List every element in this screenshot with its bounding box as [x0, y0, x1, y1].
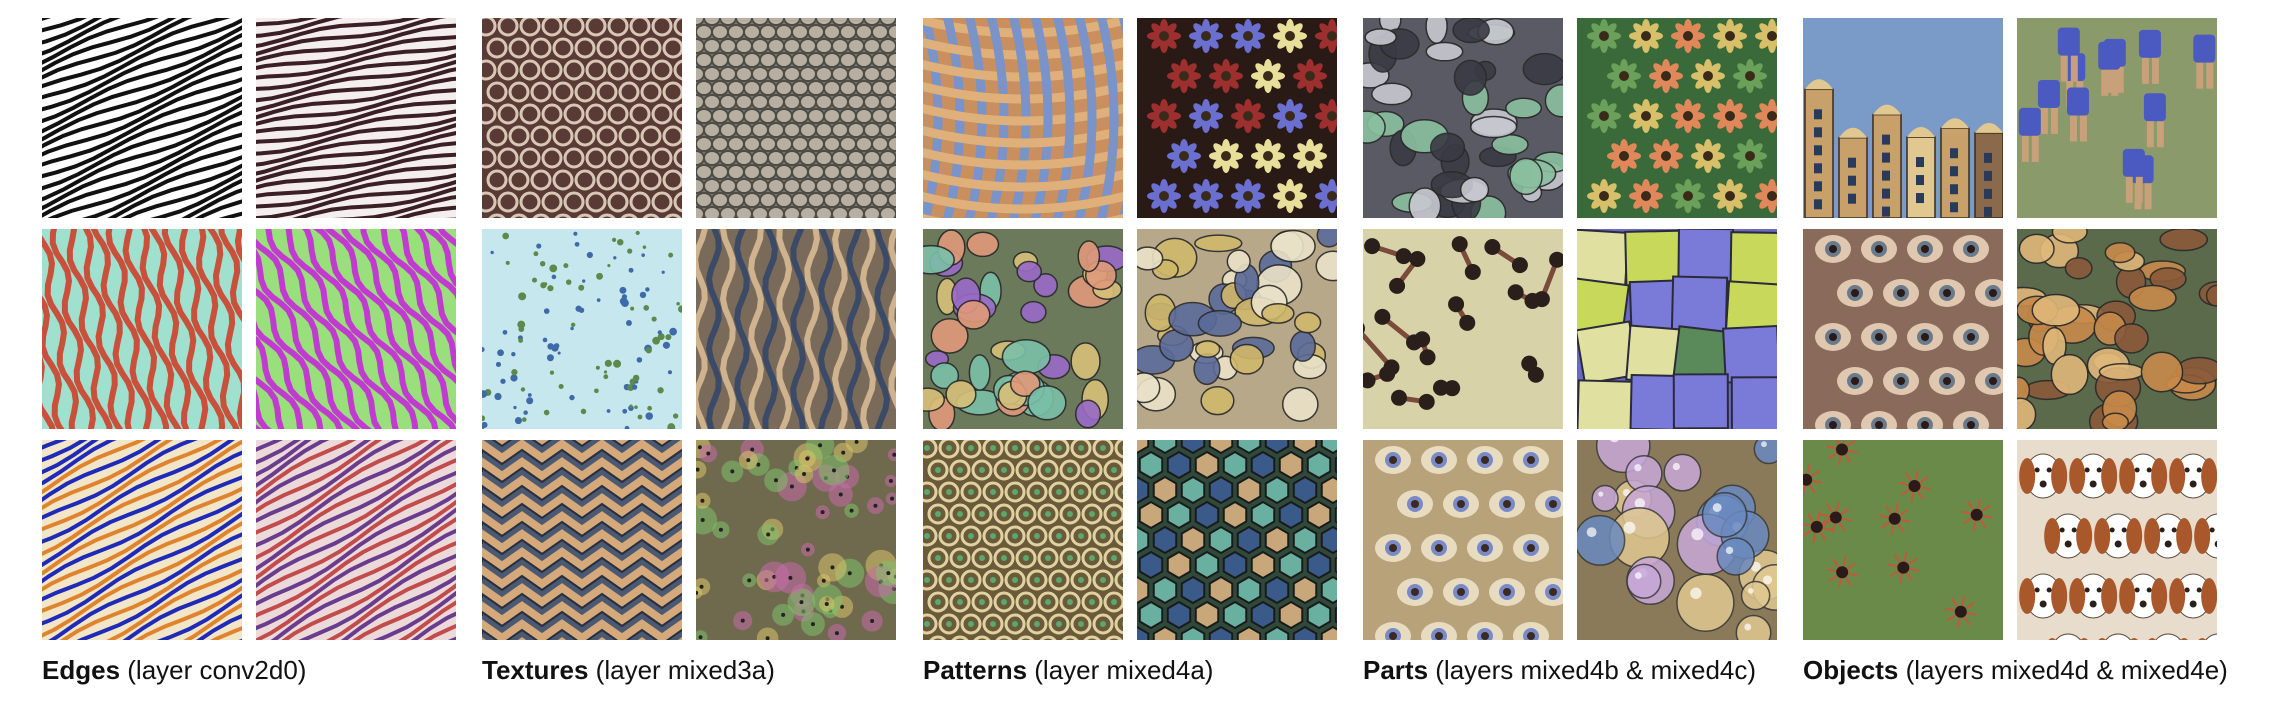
- caption-detail: (layer mixed4a): [1027, 655, 1214, 685]
- caption-detail: (layers mixed4b & mixed4c): [1428, 655, 1757, 685]
- tile-grid: [1803, 18, 2217, 640]
- feature-visualization-image: [1803, 229, 2003, 429]
- feature-visualization-tile: [1363, 229, 1563, 429]
- feature-visualization-image: [1577, 229, 1777, 429]
- group-caption: Parts (layers mixed4b & mixed4c): [1363, 654, 1756, 686]
- feature-visualization-tile: [1803, 18, 2003, 218]
- group-edges: Edges (layer conv2d0): [42, 18, 456, 708]
- feature-visualization-tile: [2017, 18, 2217, 218]
- feature-visualization-tile: [1363, 18, 1563, 218]
- feature-visualization-image: [923, 440, 1123, 640]
- feature-visualization-tile: [1363, 440, 1563, 640]
- group-patterns: Patterns (layer mixed4a): [923, 18, 1337, 708]
- feature-visualization-tile: [696, 18, 896, 218]
- feature-visualization-image: [923, 18, 1123, 218]
- group-caption: Patterns (layer mixed4a): [923, 654, 1213, 686]
- caption-title: Edges: [42, 655, 121, 685]
- tile-grid: [923, 18, 1337, 640]
- feature-visualization-image: [1803, 18, 2003, 218]
- caption-detail: (layer conv2d0): [120, 655, 307, 685]
- group-textures: Textures (layer mixed3a): [482, 18, 896, 708]
- feature-visualization-image: [1363, 440, 1563, 640]
- tile-grid: [482, 18, 896, 640]
- feature-visualization-image: [42, 229, 242, 429]
- feature-visualization-image: [2017, 18, 2217, 218]
- feature-visualization-image: [923, 229, 1123, 429]
- feature-visualization-image: [1363, 18, 1563, 218]
- caption-title: Objects: [1803, 655, 1899, 685]
- feature-visualization-tile: [256, 229, 456, 429]
- feature-visualization-tile: [1803, 229, 2003, 429]
- feature-visualization-tile: [482, 18, 682, 218]
- group-caption: Textures (layer mixed3a): [482, 654, 775, 686]
- feature-visualization-tile: [42, 229, 242, 429]
- feature-visualization-tile: [923, 18, 1123, 218]
- feature-visualization-tile: [696, 229, 896, 429]
- feature-visualization-tile: [2017, 440, 2217, 640]
- feature-visualization-image: [696, 440, 896, 640]
- feature-visualization-tile: [1577, 440, 1777, 640]
- feature-visualization-image: [42, 440, 242, 640]
- group-caption: Objects (layers mixed4d & mixed4e): [1803, 654, 2228, 686]
- feature-visualization-image: [482, 18, 682, 218]
- feature-visualization-image: [696, 18, 896, 218]
- caption-detail: (layer mixed3a): [588, 655, 775, 685]
- feature-visualization-image: [1577, 440, 1777, 640]
- group-parts: Parts (layers mixed4b & mixed4c): [1363, 18, 1777, 708]
- feature-visualization-image: [256, 229, 456, 429]
- feature-visualization-image: [1363, 229, 1563, 429]
- feature-visualization-tile: [256, 440, 456, 640]
- feature-visualization-tile: [1803, 440, 2003, 640]
- caption-detail: (layers mixed4d & mixed4e): [1898, 655, 2228, 685]
- feature-visualization-tile: [1137, 440, 1337, 640]
- feature-visualization-tile: [256, 18, 456, 218]
- feature-visualization-tile: [1137, 18, 1337, 218]
- tile-grid: [1363, 18, 1777, 640]
- feature-visualization-image: [256, 440, 456, 640]
- feature-visualization-image: [2017, 440, 2217, 640]
- feature-visualization-image: [1803, 440, 2003, 640]
- caption-title: Textures: [482, 655, 589, 685]
- feature-visualization-tile: [696, 440, 896, 640]
- feature-visualization-tile: [482, 440, 682, 640]
- feature-visualization-image: [482, 229, 682, 429]
- group-objects: Objects (layers mixed4d & mixed4e): [1803, 18, 2228, 708]
- feature-visualization-tile: [42, 440, 242, 640]
- feature-visualization-image: [1137, 440, 1337, 640]
- feature-visualization-tile: [1577, 229, 1777, 429]
- feature-visualization-image: [1577, 18, 1777, 218]
- feature-visualization-tile: [923, 440, 1123, 640]
- feature-visualization-image: [2017, 229, 2217, 429]
- feature-visualization-tile: [923, 229, 1123, 429]
- feature-visualization-image: [482, 440, 682, 640]
- group-caption: Edges (layer conv2d0): [42, 654, 306, 686]
- feature-visualization-tile: [42, 18, 242, 218]
- feature-visualization-image: [256, 18, 456, 218]
- feature-visualization-tile: [482, 229, 682, 429]
- feature-visualization-image: [1137, 18, 1337, 218]
- feature-visualization-tile: [1137, 229, 1337, 429]
- feature-visualization-image: [42, 18, 242, 218]
- feature-visualization-image: [696, 229, 896, 429]
- feature-visualization-tile: [2017, 229, 2217, 429]
- feature-visualization-image: [1137, 229, 1337, 429]
- caption-title: Parts: [1363, 655, 1429, 685]
- caption-title: Patterns: [923, 655, 1028, 685]
- tile-grid: [42, 18, 456, 640]
- feature-visualization-tile: [1577, 18, 1777, 218]
